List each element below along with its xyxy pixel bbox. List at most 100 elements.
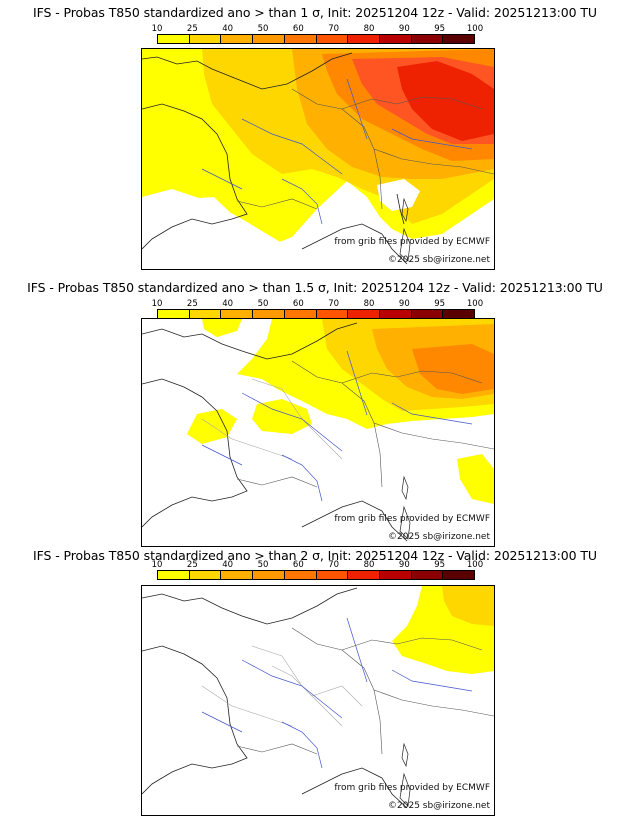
legend-swatch [411,310,444,318]
legend-tick-label: 50 [257,299,269,309]
legend-swatch [411,35,444,43]
probability-map-1-5-sigma: from grib files provided by ECMWF ©2025 … [141,318,495,547]
color-legend: 10 25 40 50 60 70 80 90 95 100 [152,299,484,319]
legend-tick-label: 100 [466,24,484,34]
white-region-alps [377,179,420,211]
coastlines [142,587,408,809]
legend-swatch [348,35,380,43]
rivers [201,617,473,769]
legend-swatch [379,35,412,43]
color-legend: 10 25 40 50 60 70 80 90 95 100 [152,24,484,44]
legend-swatch [316,571,349,579]
prob-10-area-center [252,399,312,434]
copyright-credit: ©2025 sb@irizone.net [388,801,490,811]
legend-tick-label: 80 [363,24,375,34]
legend-swatch [221,310,254,318]
legend-tick-label: 40 [222,299,234,309]
legend-swatch [253,35,285,43]
map-3-svg [142,586,494,809]
legend-ticks: 10 25 40 50 60 70 80 90 95 100 [152,24,484,34]
legend-swatch [158,310,190,318]
legend-swatch [284,35,317,43]
legend-tick-label: 60 [292,24,304,34]
corsica-sardinia [399,742,411,807]
borders [236,88,494,210]
rivers [201,78,473,225]
legend-tick-label: 10 [151,560,163,570]
corsica-sardinia [399,197,411,262]
legend-swatch [158,35,190,43]
legend-swatch [379,571,412,579]
legend-ticks: 10 25 40 50 60 70 80 90 95 100 [152,299,484,309]
legend-swatch [443,571,475,579]
legend-tick-label: 90 [398,24,410,34]
corsica-sardinia [399,475,411,540]
data-source-credit: from grib files provided by ECMWF [334,237,490,247]
copyright-credit: ©2025 sb@irizone.net [388,255,490,265]
rivers [201,350,473,502]
legend-swatch [379,310,412,318]
coastlines [142,322,408,542]
legend-swatch [443,35,475,43]
legend-swatch [284,310,317,318]
map-panel-1: IFS - Probas T850 standardized ano > tha… [0,0,630,280]
legend-tick-label: 10 [151,24,163,34]
legend-tick-label: 95 [434,560,446,570]
legend-tick-label: 50 [257,560,269,570]
legend-tick-label: 25 [186,560,198,570]
legend-swatch [443,310,475,318]
legend-tick-label: 70 [328,560,340,570]
legend-tick-label: 80 [363,560,375,570]
prob-25-area [442,586,494,626]
data-source-credit: from grib files provided by ECMWF [334,783,490,793]
prob-10-area-east [457,454,494,504]
legend-swatch [158,571,190,579]
prob-10-area-west [202,319,242,337]
legend-swatch [348,310,380,318]
legend-swatch [411,571,444,579]
map-panel-3: IFS - Probas T850 standardized ano > tha… [0,548,630,828]
map-2-svg [142,319,494,542]
legend-bar [157,570,475,580]
map-1-svg [142,49,494,269]
probability-map-2-sigma: from grib files provided by ECMWF ©2025 … [141,585,495,816]
legend-swatch [221,35,254,43]
panel-title: IFS - Probas T850 standardized ano > tha… [27,280,603,295]
panel-title: IFS - Probas T850 standardized ano > tha… [33,5,597,20]
color-legend: 10 25 40 50 60 70 80 90 95 100 [152,560,484,580]
legend-tick-label: 10 [151,299,163,309]
legend-tick-label: 100 [466,560,484,570]
legend-tick-label: 25 [186,24,198,34]
legend-tick-label: 90 [398,560,410,570]
prob-80-area [397,61,494,141]
legend-swatch [189,310,222,318]
copyright-credit: ©2025 sb@irizone.net [388,532,490,542]
legend-tick-label: 70 [328,24,340,34]
legend-swatch [221,571,254,579]
legend-bar [157,34,475,44]
legend-tick-label: 60 [292,560,304,570]
legend-tick-label: 90 [398,299,410,309]
legend-swatch [316,310,349,318]
coastlines [142,52,408,265]
legend-tick-label: 95 [434,299,446,309]
legend-tick-label: 40 [222,560,234,570]
prob-60-area [412,344,494,394]
panel-title: IFS - Probas T850 standardized ano > tha… [33,548,597,563]
legend-tick-label: 70 [328,299,340,309]
legend-tick-label: 40 [222,24,234,34]
legend-ticks: 10 25 40 50 60 70 80 90 95 100 [152,560,484,570]
legend-swatch [284,571,317,579]
legend-swatch [348,571,380,579]
legend-tick-label: 25 [186,299,198,309]
probability-map-1-sigma: from grib files provided by ECMWF ©2025 … [141,48,495,270]
map-panel-2: IFS - Probas T850 standardized ano > tha… [0,274,630,550]
legend-tick-label: 95 [434,24,446,34]
legend-swatch [189,571,222,579]
legend-tick-label: 50 [257,24,269,34]
legend-swatch [253,310,285,318]
prob-10-area-sw [187,409,237,444]
white-region-sw [142,189,292,269]
legend-swatch [253,571,285,579]
legend-swatch [189,35,222,43]
